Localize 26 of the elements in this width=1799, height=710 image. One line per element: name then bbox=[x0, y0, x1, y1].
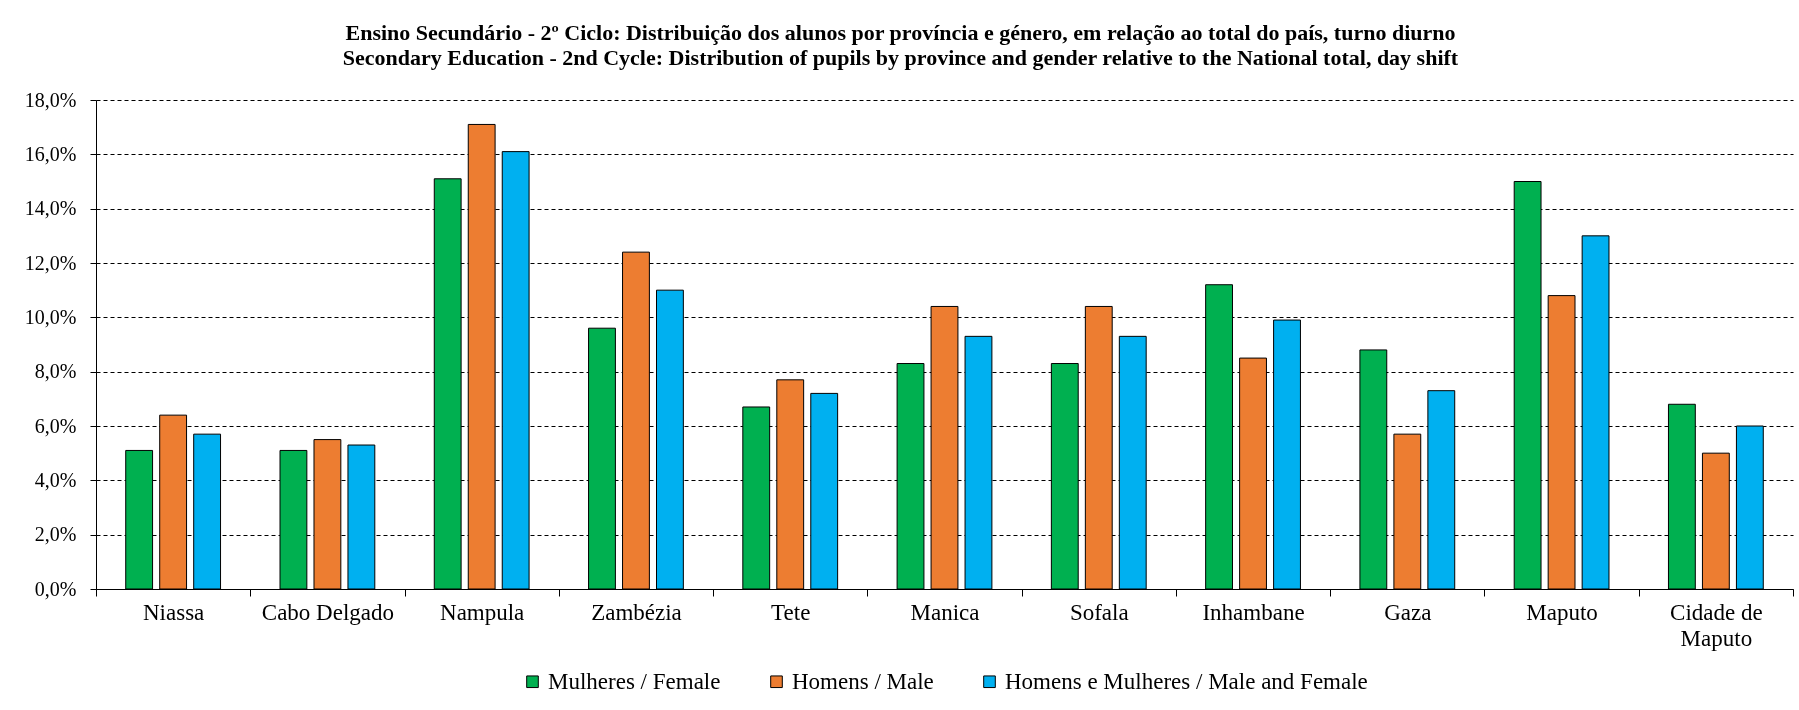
chart-subtitle: Secondary Education - 2nd Cycle: Distribution of pupils by province and gender relative to the National total, day shift bbox=[342, 45, 1459, 70]
x-tick-label: Tete bbox=[771, 599, 811, 625]
x-tick-label: Cabo Delgado bbox=[261, 599, 395, 625]
x-tick-label: Inhambane bbox=[1202, 599, 1305, 625]
y-tick-label: 2,0% bbox=[34, 523, 77, 546]
y-tick-label: 8,0% bbox=[34, 360, 77, 383]
y-tick-label: 4,0% bbox=[34, 468, 77, 491]
x-tick-label: Sofala bbox=[1069, 599, 1129, 625]
x-tick-label: Cidade de Maputo bbox=[1670, 599, 1763, 651]
legend-label: Homens e Mulheres / Male and Female bbox=[1005, 668, 1368, 694]
legend-label: Homens / Male bbox=[792, 668, 934, 694]
x-tick-label: Manica bbox=[910, 599, 980, 625]
x-tick-label: Zambézia bbox=[591, 599, 682, 625]
legend-label: Mulheres / Female bbox=[548, 668, 721, 694]
y-tick-label: 6,0% bbox=[34, 414, 77, 437]
x-tick-label: Gaza bbox=[1384, 599, 1432, 625]
y-tick-label: 12,0% bbox=[24, 251, 77, 274]
x-tick-label: Nampula bbox=[440, 599, 525, 625]
chart-title: Ensino Secundário - 2º Ciclo: Distribuição dos alunos por província e género, em relação ao total do país, turno diurno bbox=[345, 20, 1456, 45]
x-tick-label: Maputo bbox=[1526, 599, 1598, 625]
y-tick-label: 10,0% bbox=[24, 305, 77, 328]
y-tick-label: 16,0% bbox=[24, 142, 77, 165]
y-tick-label: 14,0% bbox=[24, 197, 77, 220]
y-tick-label: 18,0% bbox=[24, 88, 77, 111]
y-tick-label: 0,0% bbox=[34, 577, 77, 600]
x-tick-label: Niassa bbox=[142, 599, 205, 625]
